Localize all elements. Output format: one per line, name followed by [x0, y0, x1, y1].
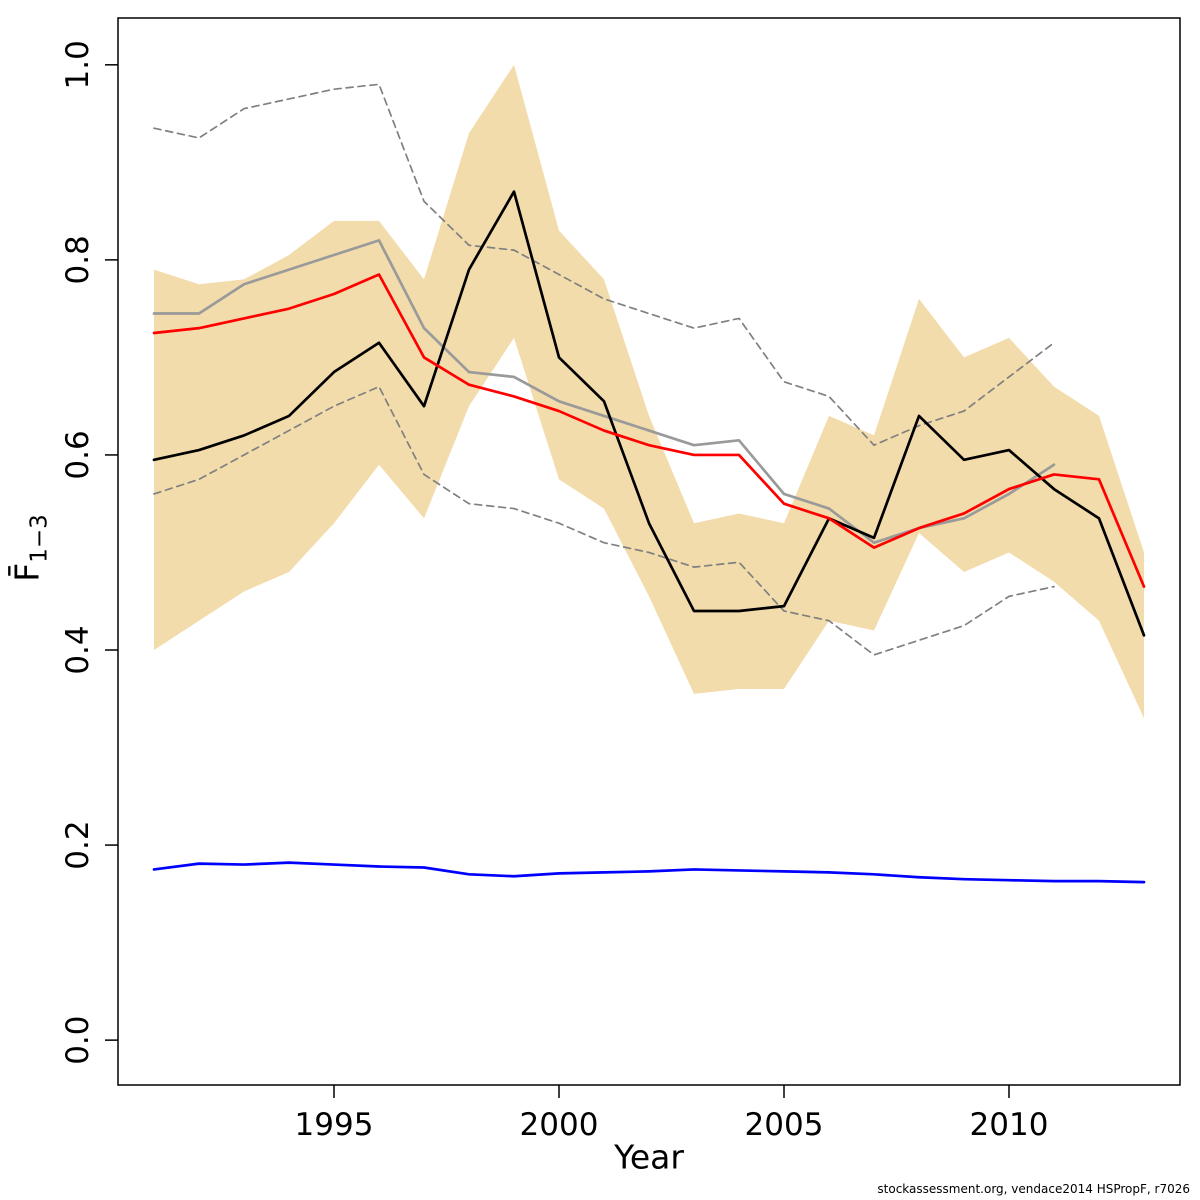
ci-upper-dashed-line [153, 83, 1055, 447]
y-tick-label: 0.8 [60, 235, 96, 284]
watermark-text: stockassessment.org, vendace2014 HSPropF… [877, 1182, 1190, 1196]
y-tick-label: 0.4 [60, 625, 96, 674]
current-fit-red-line [152, 273, 1146, 588]
y-tick-label: 0.2 [60, 820, 96, 869]
y-axis-title-sub: 1−3 [26, 514, 53, 563]
x-tick-label: 2010 [970, 1107, 1049, 1143]
y-tick-label: 0.6 [60, 430, 96, 479]
confidence-band [154, 64, 1144, 719]
estimate-black-line [152, 190, 1146, 637]
reference-blue-line [152, 861, 1146, 884]
ci-lower-dashed-line [153, 385, 1055, 656]
previous-fit-gray-line [152, 239, 1056, 545]
y-tick-label: 1.0 [60, 40, 96, 89]
x-tick-label: 2005 [745, 1107, 824, 1143]
y-axis-title: F̄1−3 [8, 514, 53, 582]
x-tick-label: 1995 [295, 1107, 374, 1143]
x-tick-label: 2000 [520, 1107, 599, 1143]
y-axis-title-main: F̄ [7, 562, 47, 582]
y-tick-label: 0.0 [60, 1015, 96, 1064]
x-axis-title: Year [614, 1137, 684, 1177]
plot-box [117, 17, 1181, 1086]
